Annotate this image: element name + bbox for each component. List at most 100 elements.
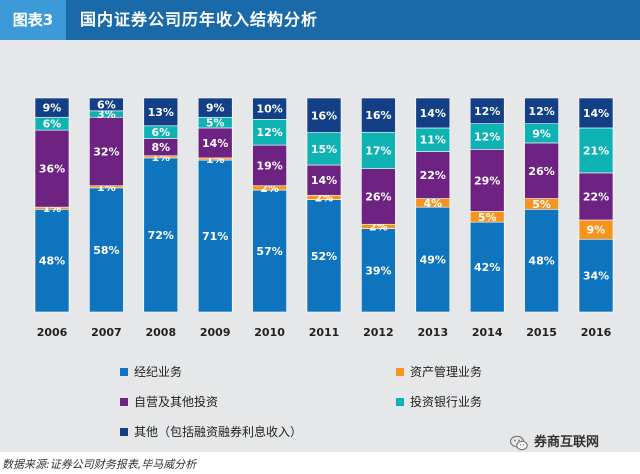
data-label: 21% bbox=[583, 144, 609, 157]
bar-segment bbox=[469, 149, 505, 212]
legend-swatch bbox=[120, 398, 128, 406]
figure-tag: 图表3 bbox=[0, 0, 66, 40]
bar-segment bbox=[143, 97, 179, 127]
bar-segment bbox=[89, 97, 124, 112]
legend-label: 经纪业务 bbox=[134, 365, 183, 379]
watermark: 券商互联网 bbox=[510, 434, 640, 452]
data-label: 72% bbox=[148, 229, 174, 242]
bar-segment bbox=[34, 129, 70, 208]
data-label: 48% bbox=[528, 255, 554, 268]
x-tick-label: 2009 bbox=[200, 326, 231, 339]
x-tick-label: 2013 bbox=[417, 326, 448, 339]
page-title: 国内证券公司历年收入结构分析 bbox=[80, 10, 319, 29]
bar-segment bbox=[34, 208, 70, 313]
bar-segment bbox=[415, 97, 451, 129]
x-tick-label: 2008 bbox=[145, 326, 176, 339]
bar-segment bbox=[578, 127, 614, 174]
data-label: 49% bbox=[420, 254, 446, 267]
data-label: 12% bbox=[528, 105, 554, 118]
bar-segment bbox=[578, 97, 614, 129]
data-label: 34% bbox=[583, 270, 609, 283]
data-label: 71% bbox=[202, 230, 228, 243]
data-label: 9% bbox=[43, 102, 62, 115]
stacked-bar-chart: 48%1%36%6%9%200658%1%32%3%6%200772%1%8%6… bbox=[34, 97, 614, 339]
legend-label: 资产管理业务 bbox=[410, 365, 483, 379]
x-tick-label: 2010 bbox=[254, 326, 285, 339]
data-label: 14% bbox=[311, 174, 337, 187]
data-label: 13% bbox=[148, 106, 174, 119]
data-label: 26% bbox=[528, 165, 554, 178]
legend-swatch bbox=[120, 368, 128, 376]
data-label: 48% bbox=[39, 255, 65, 268]
bar-segment bbox=[197, 97, 233, 118]
data-label: 3% bbox=[97, 108, 116, 121]
data-label: 5% bbox=[532, 198, 551, 211]
data-label: 5% bbox=[478, 211, 497, 224]
bar-segment bbox=[143, 157, 179, 313]
legend-swatch bbox=[396, 368, 404, 376]
x-tick-label: 2016 bbox=[581, 326, 612, 339]
x-tick-label: 2011 bbox=[309, 326, 340, 339]
data-label: 58% bbox=[93, 244, 119, 257]
data-label: 17% bbox=[365, 144, 391, 157]
data-label: 26% bbox=[365, 190, 391, 203]
bar-segment bbox=[361, 97, 396, 133]
data-label: 22% bbox=[420, 169, 446, 182]
watermark-text: 券商互联网 bbox=[534, 435, 600, 450]
data-label: 12% bbox=[474, 131, 500, 144]
x-tick-label: 2015 bbox=[526, 326, 557, 339]
bar-segment bbox=[524, 97, 559, 124]
bar-segment bbox=[361, 131, 396, 169]
data-label: 6% bbox=[151, 126, 170, 139]
data-label: 29% bbox=[474, 174, 500, 187]
data-label: 12% bbox=[256, 126, 282, 139]
bar-segment bbox=[252, 97, 287, 120]
x-tick-label: 2007 bbox=[91, 326, 122, 339]
bar-segment bbox=[469, 97, 505, 124]
data-label: 6% bbox=[97, 98, 116, 111]
bar-segment bbox=[197, 127, 233, 159]
data-label: 8% bbox=[151, 141, 170, 154]
data-label: 36% bbox=[39, 163, 65, 176]
legend-swatch bbox=[120, 428, 128, 436]
wechat-icon bbox=[510, 435, 528, 451]
legend-label: 其他（包括融资融券利息收入） bbox=[134, 425, 303, 439]
data-label: 11% bbox=[420, 134, 446, 147]
bar-segment bbox=[252, 119, 287, 146]
data-label: 14% bbox=[583, 107, 609, 120]
bar-segment bbox=[578, 238, 614, 313]
bar-segment bbox=[524, 142, 559, 199]
data-label: 14% bbox=[202, 137, 228, 150]
legend-label: 投资银行业务 bbox=[410, 395, 483, 409]
data-label: 32% bbox=[93, 146, 119, 159]
bar-segment bbox=[306, 97, 342, 133]
data-label: 16% bbox=[365, 109, 391, 122]
bar-segment bbox=[89, 116, 124, 187]
bar-segment bbox=[34, 97, 70, 118]
data-label: 5% bbox=[206, 117, 225, 130]
bar-segment bbox=[306, 164, 342, 196]
data-label: 12% bbox=[474, 105, 500, 118]
data-label: 22% bbox=[583, 190, 609, 203]
data-label: 14% bbox=[420, 107, 446, 120]
bar-segment bbox=[469, 221, 505, 313]
legend-label: 自营及其他投资 bbox=[134, 395, 219, 409]
data-label: 9% bbox=[587, 224, 606, 237]
bar-segment bbox=[469, 123, 505, 150]
data-label: 9% bbox=[206, 102, 225, 115]
bar-segment bbox=[524, 208, 559, 313]
bar-segment bbox=[361, 168, 396, 225]
bar-segment bbox=[197, 159, 233, 313]
bar-segment bbox=[578, 172, 614, 221]
data-label: 15% bbox=[311, 143, 337, 156]
x-tick-label: 2014 bbox=[472, 326, 503, 339]
bar-segment bbox=[306, 199, 342, 313]
data-label: 52% bbox=[311, 250, 337, 263]
data-label: 19% bbox=[256, 159, 282, 172]
source-note: 数据来源:证券公司财务报表,毕马威分析 bbox=[2, 458, 197, 471]
data-label: 57% bbox=[256, 245, 282, 258]
legend-swatch bbox=[396, 398, 404, 406]
data-label: 42% bbox=[474, 261, 500, 274]
bar-segment bbox=[361, 228, 396, 313]
bar-segment bbox=[252, 144, 287, 187]
